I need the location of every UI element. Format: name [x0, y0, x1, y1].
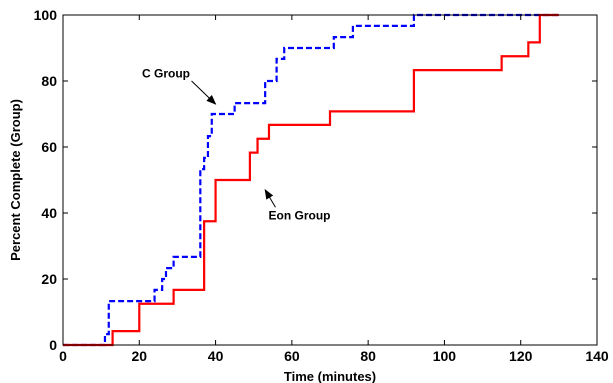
y-axis-label: Percent Complete (Group)	[8, 99, 23, 261]
x-tick-label: 20	[131, 348, 147, 364]
annotation-layer: C Group Eon Group	[142, 67, 331, 223]
x-tick-label: 40	[208, 348, 224, 364]
plot-area	[63, 15, 597, 345]
x-tick-label: 0	[59, 348, 67, 364]
annotation-arrow-c_group	[191, 80, 217, 105]
series-layer	[63, 13, 559, 347]
annotation-eon_group: Eon Group	[268, 209, 330, 223]
y-tick-label: 60	[41, 139, 57, 155]
series-line-c_group	[63, 13, 559, 347]
x-tick-label: 80	[360, 348, 376, 364]
y-tick-label: 20	[41, 271, 57, 287]
annotation-arrow-eon_group	[264, 189, 276, 208]
y-tick-label: 100	[34, 7, 58, 23]
annotation-c_group: C Group	[142, 67, 190, 81]
x-tick-label: 100	[433, 348, 457, 364]
x-tick-label: 120	[509, 348, 533, 364]
x-axis-label: Time (minutes)	[284, 369, 376, 383]
y-tick-label: 0	[49, 337, 57, 353]
x-tick-label: 60	[284, 348, 300, 364]
y-tick-label: 80	[41, 73, 57, 89]
series-line-eon_group	[63, 13, 559, 347]
y-tick-label: 40	[41, 205, 57, 221]
plot-frame	[62, 14, 598, 346]
x-tick-label: 140	[585, 348, 609, 364]
ticks-layer: 0 20 40 60 80 100 120 140 0 20 40 60 80 100	[34, 7, 609, 364]
